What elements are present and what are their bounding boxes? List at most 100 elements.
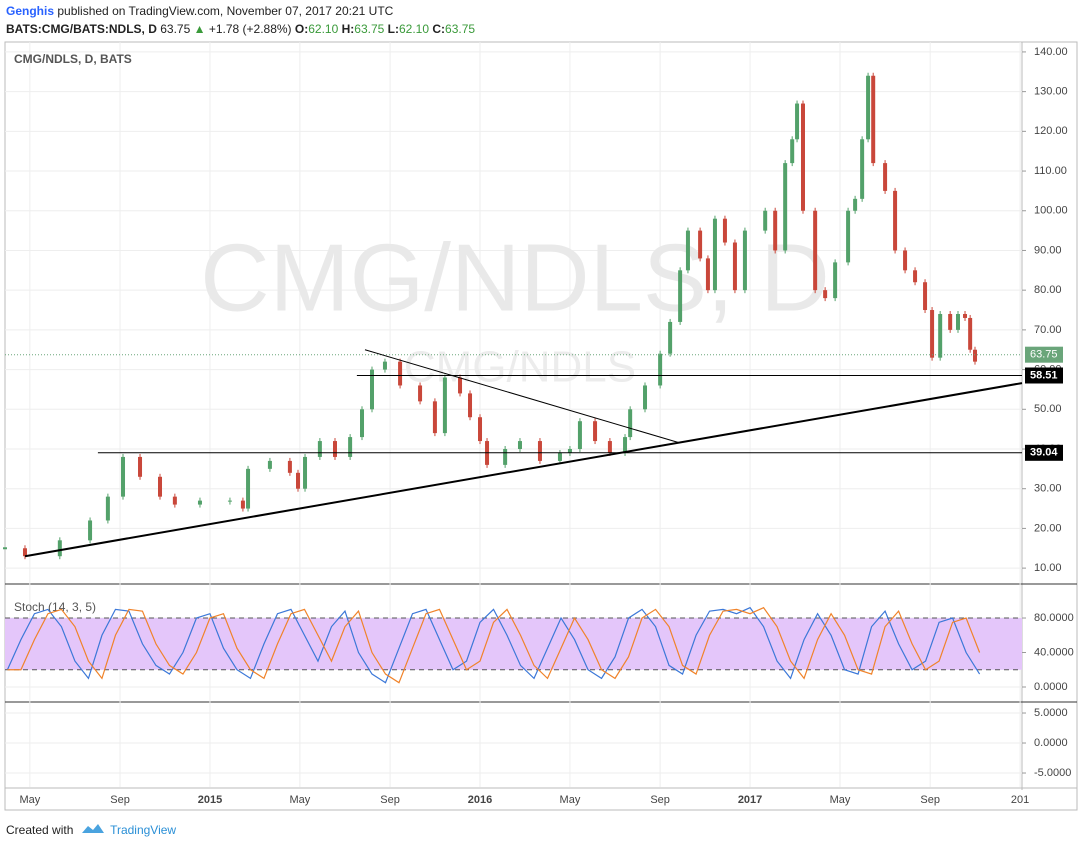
candle — [22, 548, 27, 557]
chart: May Sep 2015 May Sep 2016 May Sep 2017 May Sep 201 1… — [3, 41, 1078, 811]
candle — [973, 349, 978, 362]
frame — [4, 41, 1078, 811]
footer: Created with TradingView — [6, 820, 176, 837]
ohlc-label: H: — [341, 22, 355, 36]
author[interactable]: Genghis — [6, 4, 55, 18]
candle — [963, 313, 968, 318]
y-tick-label: 50.00 — [1034, 403, 1062, 415]
watermark: CMG/NDLS — [404, 343, 636, 392]
candle — [303, 456, 308, 489]
x-tick-label: Sep — [380, 794, 400, 806]
candle — [287, 460, 292, 473]
level-label: 58.51 — [1030, 369, 1058, 381]
candle — [267, 460, 272, 469]
created-with: Created with — [6, 823, 74, 837]
candle — [105, 496, 110, 521]
candle — [790, 139, 795, 164]
candle — [773, 210, 778, 251]
candle — [938, 313, 943, 358]
candle — [930, 310, 935, 358]
y-tick-label: 40.0000 — [1034, 646, 1074, 658]
candle — [846, 210, 851, 263]
candle — [705, 258, 710, 291]
candle — [658, 353, 663, 386]
candle — [948, 313, 953, 330]
y-tick-label: 30.00 — [1034, 483, 1062, 495]
last-price-box — [1025, 346, 1063, 363]
candle — [296, 472, 301, 489]
level-box — [1025, 367, 1063, 384]
y-tick-label: 20.00 — [1034, 522, 1062, 534]
candle — [246, 468, 251, 509]
y-tick-label: 120.00 — [1034, 125, 1068, 137]
candle — [913, 270, 918, 283]
candle — [732, 242, 737, 291]
candle — [57, 540, 62, 557]
symbol-line: BATS:CMG/BATS:NDLS, D 63.75 ▲ +1.78 (+2.… — [6, 22, 475, 36]
x-tick-label: 2015 — [198, 794, 222, 806]
candle — [795, 103, 800, 140]
candle — [317, 441, 322, 457]
candle — [678, 270, 683, 322]
candle — [813, 210, 818, 291]
candle — [121, 456, 126, 497]
candle — [398, 361, 403, 386]
level-box — [1025, 444, 1063, 461]
ohlc-value: 62.10 — [399, 22, 430, 36]
candle — [138, 456, 143, 477]
x-tick-label: Sep — [110, 794, 130, 806]
brand[interactable]: TradingView — [110, 823, 177, 837]
y-tick-label: 130.00 — [1034, 86, 1068, 98]
y-tick-label: 140.00 — [1034, 46, 1068, 58]
change: +1.78 (+2.88%) — [208, 22, 292, 36]
x-tick-label: 2016 — [468, 794, 492, 806]
candle — [577, 421, 582, 449]
stoch-line — [7, 606, 981, 684]
x-tick-label: May — [830, 794, 851, 806]
ohlc-label: L: — [387, 22, 399, 36]
candle — [517, 441, 522, 449]
header-line: Genghis published on TradingView.com, No… — [6, 4, 393, 18]
candle — [593, 421, 598, 442]
candle — [478, 417, 483, 442]
y-tick-label: 10.00 — [1034, 562, 1062, 574]
candle — [158, 476, 163, 497]
x-tick-label: May — [19, 794, 40, 806]
logo — [81, 824, 104, 833]
candle — [968, 317, 973, 350]
last: 63.75 — [160, 22, 191, 36]
candle — [668, 321, 673, 354]
candle — [712, 218, 717, 291]
ohlc-value: 63.75 — [445, 22, 476, 36]
candle — [458, 377, 463, 394]
y-tick-label: 0.0000 — [1034, 737, 1068, 749]
x-tick-label: May — [560, 794, 581, 806]
x-tick-label: Sep — [650, 794, 670, 806]
candle — [923, 282, 928, 311]
y-tick-label: -5.0000 — [1034, 767, 1071, 779]
x-tick-label: 201 — [1011, 794, 1029, 806]
candle — [227, 500, 232, 502]
candle — [503, 448, 508, 465]
level-label: 39.04 — [1030, 447, 1058, 459]
candle — [833, 262, 838, 299]
candle — [685, 230, 690, 271]
candle — [742, 230, 747, 291]
candle — [557, 452, 562, 461]
y-tick-label: 80.0000 — [1034, 612, 1074, 624]
candle — [853, 198, 858, 211]
candle — [955, 313, 960, 330]
candle — [698, 230, 703, 259]
y-tick-label: 110.00 — [1034, 165, 1067, 177]
x-tick-label: Sep — [920, 794, 940, 806]
candle — [332, 441, 337, 457]
y-tick-label: 80.00 — [1034, 284, 1062, 296]
y-tick-label: 100.00 — [1034, 205, 1068, 217]
candle — [442, 377, 447, 434]
candle — [537, 441, 542, 461]
candle — [348, 437, 353, 457]
up-arrow: ▲ — [193, 22, 206, 36]
candle — [197, 500, 202, 505]
candle — [871, 75, 876, 164]
pane-legend: Stoch (14, 3, 5) — [14, 600, 96, 614]
